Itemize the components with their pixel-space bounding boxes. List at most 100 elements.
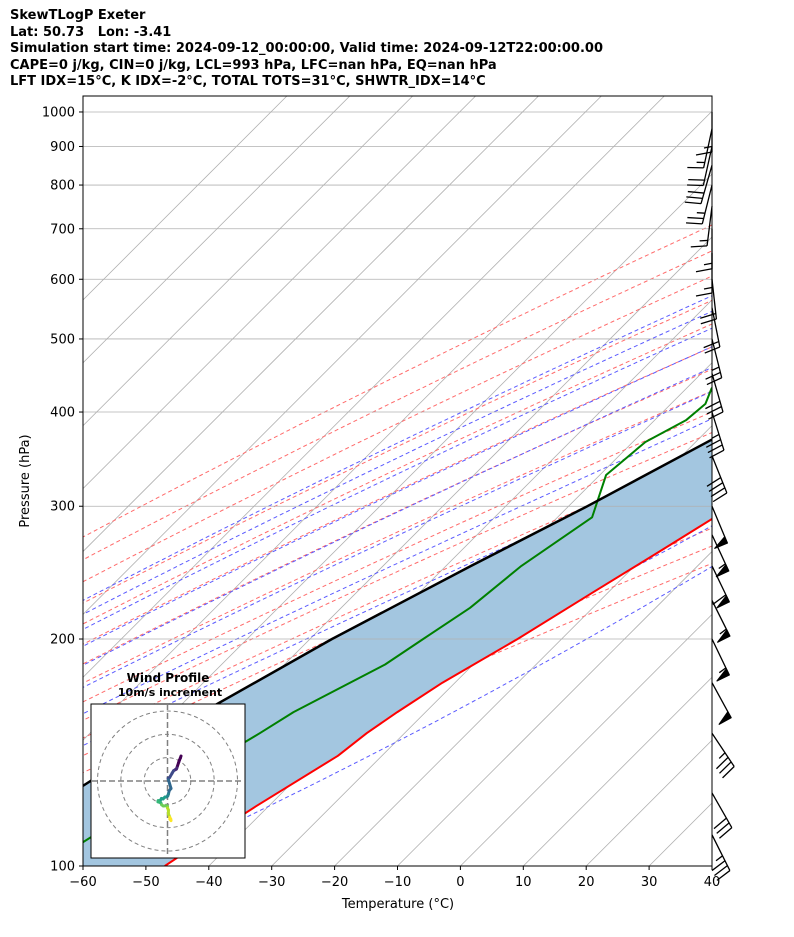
wind-barb bbox=[686, 184, 713, 225]
y-tick-label: 900 bbox=[50, 140, 75, 155]
x-tick-label: 0 bbox=[456, 875, 464, 890]
wind-barb-staff bbox=[700, 165, 713, 204]
wind-barb-flag bbox=[714, 535, 729, 550]
wind-barb bbox=[690, 206, 713, 248]
wind-barb-full bbox=[713, 817, 727, 830]
wind-barb bbox=[695, 253, 713, 297]
wind-barb-full bbox=[711, 860, 726, 872]
indices-line: LFT IDX=15°C, K IDX=-2°C, TOTAL TOTS=31°… bbox=[10, 74, 486, 89]
chart-header: SkewTLogP Exeter Lat: 50.73 Lon: -3.41 S… bbox=[10, 8, 603, 91]
wind-barb-full bbox=[706, 406, 722, 415]
isotherm-line bbox=[460, 613, 712, 866]
wind-barb-staff bbox=[706, 206, 713, 246]
parcel-path-line bbox=[83, 438, 712, 788]
wind-barb-flag bbox=[716, 594, 731, 609]
moist-adiabat-line bbox=[83, 525, 712, 835]
y-tick-label: 500 bbox=[50, 332, 75, 347]
wind-barb-flag bbox=[715, 563, 730, 578]
isotherm-line bbox=[83, 96, 413, 427]
hodograph-content bbox=[91, 704, 245, 858]
wind-barb-flag bbox=[718, 710, 732, 726]
moist-adiabat-line bbox=[83, 310, 712, 615]
wind-barb-half bbox=[718, 563, 726, 570]
wind-barb bbox=[687, 146, 713, 187]
isotherm-line bbox=[334, 488, 712, 866]
wind-barb-staff bbox=[711, 455, 728, 494]
hodograph-subtitle: 10m/s increment bbox=[118, 686, 222, 699]
wind-barb-full bbox=[708, 411, 724, 420]
wind-barbs bbox=[684, 111, 735, 881]
wind-barb-full bbox=[706, 477, 722, 487]
wind-barb-full bbox=[695, 151, 713, 156]
wind-barb bbox=[711, 600, 731, 643]
wind-barb bbox=[711, 792, 733, 839]
y-tick-label: 600 bbox=[50, 273, 75, 288]
hodograph-segment bbox=[168, 817, 173, 823]
wind-barb-full bbox=[714, 865, 728, 877]
isotherm-line bbox=[83, 96, 665, 678]
wind-barb-staff bbox=[702, 146, 713, 186]
wind-barb-flag bbox=[716, 667, 730, 682]
moist-adiabat-line bbox=[83, 295, 712, 601]
wind-barb-staff bbox=[702, 128, 713, 169]
wind-barb-staff bbox=[711, 411, 725, 451]
isotherm-line bbox=[83, 96, 476, 490]
wind-barb-half bbox=[711, 433, 720, 439]
moist-adiabat-line bbox=[83, 366, 712, 666]
dry-adiabat-line bbox=[83, 299, 712, 604]
pressure-grid bbox=[83, 111, 712, 866]
wind-barb-full bbox=[703, 340, 720, 349]
wind-barb-full bbox=[707, 444, 723, 454]
wind-barb-full bbox=[695, 292, 713, 297]
wind-barb-full bbox=[712, 492, 728, 503]
x-tick-label: 30 bbox=[641, 875, 658, 890]
y-tick-label: 400 bbox=[50, 406, 75, 421]
wind-barb-full bbox=[695, 268, 713, 273]
wind-barb-full bbox=[688, 178, 705, 181]
wind-barb bbox=[695, 111, 713, 156]
wind-barb-full bbox=[705, 400, 721, 410]
wind-barb bbox=[711, 682, 732, 726]
wind-barb bbox=[687, 128, 713, 169]
dry-adiabat-line bbox=[83, 346, 712, 645]
wind-barb-full bbox=[687, 184, 704, 187]
wind-barb bbox=[705, 373, 724, 420]
wind-barb-staff bbox=[711, 792, 733, 828]
wind-barb-staff bbox=[711, 732, 735, 767]
x-tick-label: −50 bbox=[132, 875, 159, 890]
wind-barb-full bbox=[719, 827, 733, 839]
wind-barb-full bbox=[710, 487, 726, 498]
wind-barb bbox=[711, 565, 731, 609]
moist-adiabat-line bbox=[83, 418, 712, 715]
stability-line: CAPE=0 j/kg, CIN=0 j/kg, LCL=993 hPa, LF… bbox=[10, 57, 497, 73]
wind-barb-half bbox=[718, 752, 726, 759]
location-line: Lat: 50.73 Lon: -3.41 bbox=[10, 24, 172, 40]
wind-barb-full bbox=[687, 190, 705, 194]
wind-barb-full bbox=[684, 201, 702, 205]
wind-barb-full bbox=[686, 222, 703, 225]
isotherm-line bbox=[83, 96, 539, 553]
isotherm-line bbox=[83, 96, 602, 615]
wind-barb-staff bbox=[711, 373, 724, 413]
wind-barb-full bbox=[719, 761, 732, 774]
y-axis-label: Pressure (hPa) bbox=[18, 434, 33, 527]
wind-barb bbox=[684, 165, 713, 205]
wind-barb-half bbox=[715, 855, 723, 862]
y-tick-label: 100 bbox=[50, 860, 75, 875]
wind-barb-half bbox=[718, 667, 727, 674]
wind-barb-half bbox=[719, 628, 727, 635]
x-tick-label: −40 bbox=[195, 875, 222, 890]
y-tick-label: 700 bbox=[50, 222, 75, 237]
x-tick-label: −20 bbox=[321, 875, 348, 890]
chart-title: SkewTLogP Exeter bbox=[10, 8, 146, 23]
time-line: Simulation start time: 2024-09-12_00:00:… bbox=[10, 41, 603, 56]
wind-barb-full bbox=[686, 196, 703, 200]
hodograph-title: Wind Profile bbox=[127, 671, 210, 685]
wind-barb bbox=[711, 505, 729, 550]
wind-barb-staff bbox=[701, 184, 713, 225]
dry-adiabat-line bbox=[83, 390, 712, 684]
wind-barb-staff bbox=[711, 279, 718, 320]
wind-barb-half bbox=[703, 262, 713, 266]
